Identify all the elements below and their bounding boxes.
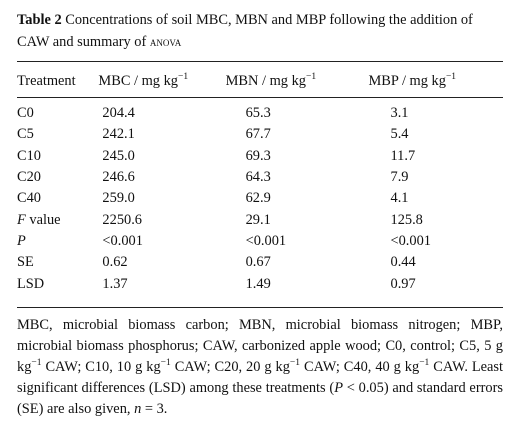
data-table: Treatment MBC / mg kg−1 MBN / mg kg−1 MB… <box>17 66 503 295</box>
caption-text: Concentrations of soil MBC, MBN and MBP … <box>17 12 473 50</box>
mbc-cell: 2250.6 <box>102 211 142 228</box>
mbn-cell: 0.67 <box>245 254 271 271</box>
table-row: C20 246.6 64.3 7.9 <box>17 167 503 188</box>
table-header-row: Treatment MBC / mg kg−1 MBN / mg kg−1 MB… <box>17 66 503 97</box>
mbp-cell: 4.1 <box>390 190 409 207</box>
table-top-rule <box>17 61 503 62</box>
table-row: C0 204.4 65.3 3.1 <box>17 97 503 124</box>
mbp-cell: 11.7 <box>390 147 416 164</box>
table-caption: Table 2 Concentrations of soil MBC, MBN … <box>17 10 503 53</box>
row-label: F value <box>17 211 61 228</box>
table-row: LSD 1.37 1.49 0.97 <box>17 273 503 294</box>
table-row: C10 245.0 69.3 11.7 <box>17 146 503 167</box>
mbn-cell: 69.3 <box>245 147 271 164</box>
header-mbn: MBN / mg kg−1 <box>225 72 317 89</box>
mbc-cell: 204.4 <box>102 105 135 122</box>
mbp-cell: 7.9 <box>390 169 409 186</box>
row-label: P <box>17 232 26 249</box>
table-bottom-rule <box>17 307 503 308</box>
mbc-cell: 246.6 <box>102 169 135 186</box>
header-mbp: MBP / mg kg−1 <box>368 72 457 89</box>
mbn-cell: <0.001 <box>245 232 287 249</box>
table-body: C0 204.4 65.3 3.1 C5 242.1 67.7 5.4 C10 245.0 69.3… <box>17 97 503 295</box>
table-row: P <0.001 <0.001 <0.001 <box>17 231 503 252</box>
mbn-cell: 62.9 <box>245 190 271 207</box>
mbn-cell: 64.3 <box>245 169 271 186</box>
row-label: C0 <box>17 105 34 122</box>
row-label: C10 <box>17 147 41 164</box>
mbc-cell: 0.62 <box>102 254 128 271</box>
mbp-cell: 3.1 <box>390 105 409 122</box>
row-label: C40 <box>17 190 41 207</box>
mbc-cell: 1.37 <box>102 275 128 292</box>
table-row: SE 0.62 0.67 0.44 <box>17 252 503 273</box>
header-treatment: Treatment <box>17 73 76 89</box>
row-label: C5 <box>17 126 34 143</box>
mbp-cell: <0.001 <box>390 232 432 249</box>
row-label: LSD <box>17 275 45 292</box>
mbn-cell: 65.3 <box>245 105 271 122</box>
table-footnote: MBC, microbial biomass carbon; MBN, micr… <box>17 317 504 417</box>
row-label: C20 <box>17 169 41 186</box>
mbn-cell: 29.1 <box>245 211 271 228</box>
table-row: C40 259.0 62.9 4.1 <box>17 188 503 209</box>
mbc-cell: 259.0 <box>102 190 135 207</box>
table-label: Table 2 <box>17 12 62 28</box>
mbn-cell: 67.7 <box>245 126 271 143</box>
mbc-cell: 242.1 <box>102 126 135 143</box>
caption-anova: anova <box>149 34 182 49</box>
table-row: F value 2250.6 29.1 125.8 <box>17 209 503 230</box>
header-mbc: MBC / mg kg−1 <box>98 72 189 89</box>
table-row: C5 242.1 67.7 5.4 <box>17 124 503 145</box>
mbp-cell: 5.4 <box>390 126 409 143</box>
mbc-cell: 245.0 <box>102 147 135 164</box>
mbp-cell: 0.97 <box>390 275 416 292</box>
mbn-cell: 1.49 <box>245 275 271 292</box>
table-header-rule <box>17 97 503 98</box>
mbp-cell: 0.44 <box>390 254 416 271</box>
mbc-cell: <0.001 <box>102 232 143 249</box>
row-label: SE <box>17 254 34 271</box>
mbp-cell: 125.8 <box>390 211 423 228</box>
